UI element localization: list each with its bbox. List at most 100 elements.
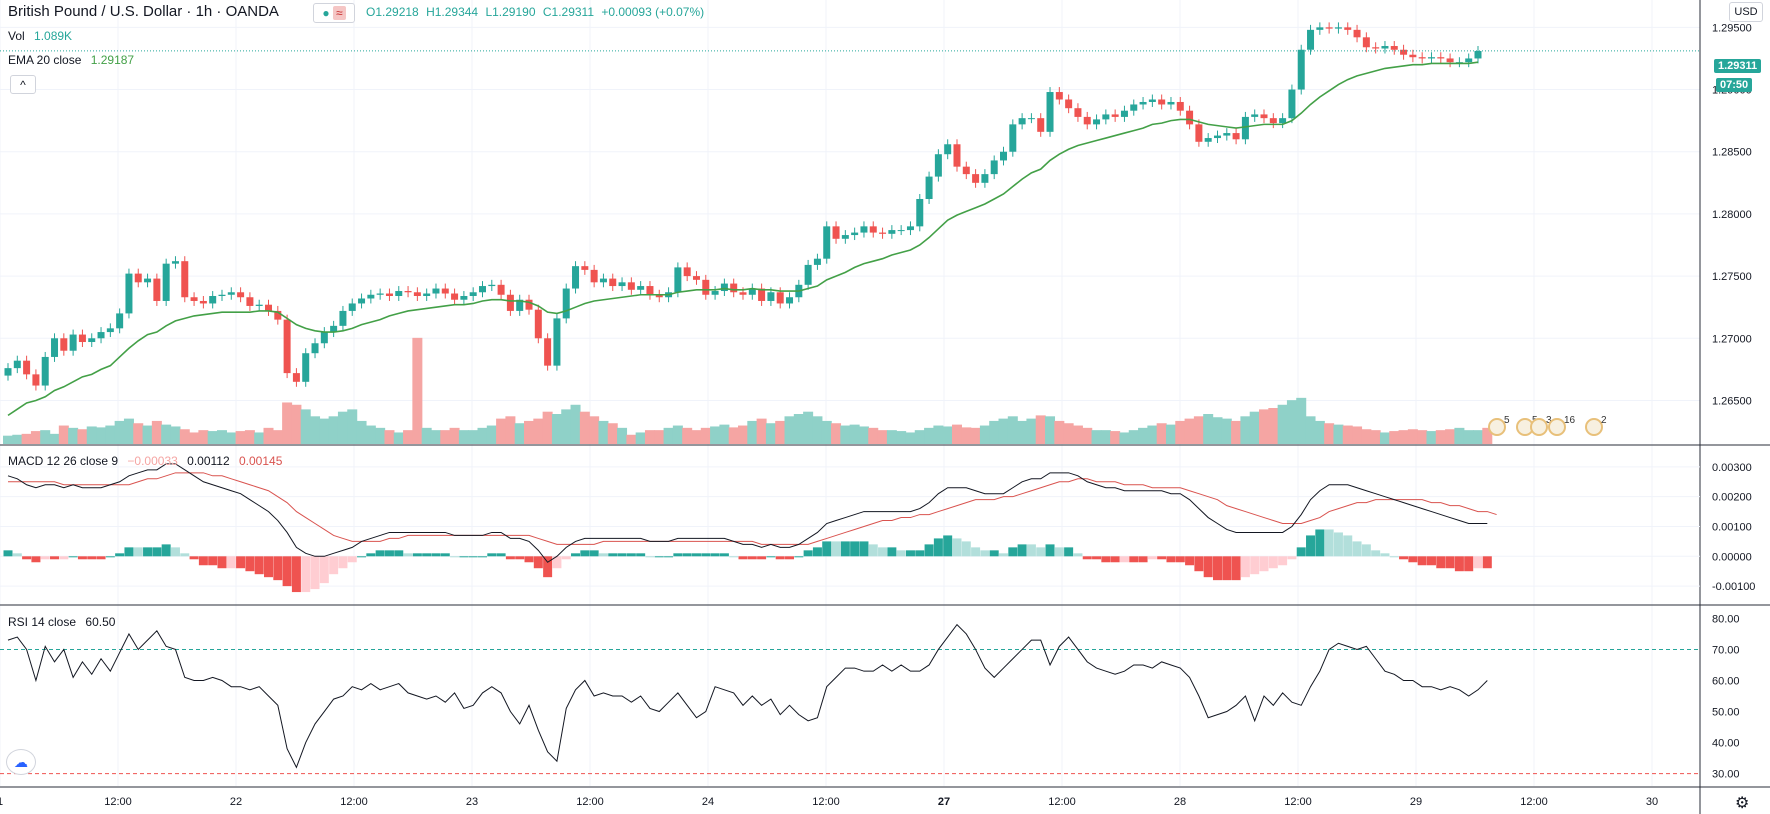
- x-tick-label: 24: [702, 796, 714, 808]
- candle-body: [1083, 116, 1091, 125]
- volume-bar: [1259, 409, 1270, 444]
- ema-legend[interactable]: EMA 20 close 1.29187: [8, 53, 140, 67]
- volume-bar: [86, 426, 97, 444]
- tradingview-logo-button[interactable]: ☁: [6, 749, 36, 775]
- macd-histogram-bar: [3, 550, 13, 557]
- candle-body: [720, 283, 728, 292]
- candle-body: [1325, 27, 1333, 29]
- macd-histogram-bar: [50, 556, 60, 560]
- macd-histogram-bar: [552, 556, 562, 569]
- countdown-label: 07:50: [1716, 78, 1753, 92]
- macd-histogram-bar: [412, 553, 422, 557]
- volume-bar: [1277, 404, 1288, 444]
- volume-legend[interactable]: Vol 1.089K: [8, 29, 78, 43]
- candle-body: [116, 313, 124, 329]
- candle-body: [832, 226, 840, 239]
- volume-bar: [1333, 424, 1344, 444]
- candle-body: [516, 299, 524, 311]
- x-tick-label: 1: [0, 796, 3, 808]
- macd-histogram-bar: [1250, 556, 1260, 575]
- candle-body: [395, 291, 403, 296]
- macd-histogram-bar: [291, 556, 301, 593]
- macd-histogram-bar: [766, 556, 776, 558]
- macd-histogram-bar: [905, 550, 915, 557]
- volume-bar: [989, 420, 1000, 444]
- us-flag-icon[interactable]: 16: [1548, 415, 1575, 436]
- macd-histogram-bar: [1399, 556, 1409, 560]
- macd-legend[interactable]: MACD 12 26 close 9 −0.00033 0.00112 0.00…: [8, 454, 288, 468]
- collapse-legend-button[interactable]: ^: [10, 75, 36, 94]
- volume-bar: [328, 416, 339, 444]
- x-tick-label: 29: [1410, 796, 1422, 808]
- macd-histogram-bar: [505, 556, 515, 560]
- candle-body: [990, 160, 998, 175]
- volume-bar: [765, 423, 776, 444]
- macd-histogram-bar: [608, 553, 618, 557]
- x-tick-label: 23: [466, 796, 478, 808]
- macd-histogram-bar: [1473, 556, 1483, 569]
- rsi-value: 60.50: [85, 615, 116, 629]
- volume-bar: [1305, 416, 1316, 444]
- ema-label: EMA 20 close: [8, 53, 82, 67]
- high-value: H1.29344: [426, 5, 479, 19]
- x-tick-label: 12:00: [1284, 796, 1312, 808]
- price-tick-label: 1.27500: [1712, 271, 1752, 283]
- candle-body: [1018, 118, 1026, 125]
- rsi-legend[interactable]: RSI 14 close 60.50: [8, 615, 121, 629]
- candle-body: [1474, 50, 1482, 59]
- macd-histogram-bar: [310, 556, 320, 590]
- candle-body: [730, 283, 738, 293]
- volume-bar: [1370, 430, 1381, 444]
- candle-body: [237, 292, 245, 298]
- candle-body: [553, 318, 561, 366]
- candle-body: [572, 266, 580, 289]
- candle-body: [1055, 92, 1063, 100]
- candle-body: [460, 296, 468, 300]
- macd-histogram-bar: [301, 556, 311, 593]
- macd-histogram-bar: [785, 556, 795, 560]
- volume-bar: [1231, 420, 1242, 444]
- volume-bar: [384, 430, 395, 444]
- current-price-label: 1.29311: [1714, 59, 1762, 73]
- macd-histogram-bar: [1101, 556, 1111, 563]
- volume-bar: [1296, 397, 1307, 444]
- candle-body: [1213, 135, 1221, 139]
- macd-histogram-bar: [636, 553, 646, 557]
- volume-bar: [1240, 416, 1251, 444]
- volume-bar: [1212, 417, 1223, 444]
- us-flag-icon[interactable]: 3: [1530, 415, 1552, 436]
- volume-bar: [1054, 420, 1065, 444]
- volume-bar: [170, 426, 181, 444]
- currency-button[interactable]: USD: [1729, 2, 1763, 22]
- macd-tick-label: 0.00200: [1712, 492, 1752, 504]
- volume-bar: [831, 423, 842, 444]
- rsi-tick-label: 40.00: [1712, 738, 1740, 750]
- candle-body: [1269, 118, 1277, 124]
- volume-bar: [272, 430, 283, 444]
- macd-histogram-bar: [152, 547, 162, 557]
- candle-body: [1353, 29, 1361, 38]
- gear-icon[interactable]: ⚙: [1735, 795, 1750, 812]
- uk-flag-icon[interactable]: 5: [1488, 415, 1510, 436]
- volume-bar: [812, 416, 823, 444]
- macd-histogram-bar: [1073, 553, 1083, 557]
- us-flag-icon[interactable]: 2: [1585, 415, 1607, 436]
- volume-bar: [12, 434, 23, 444]
- macd-histogram-bar: [1212, 556, 1222, 581]
- macd-histogram-bar: [236, 556, 246, 569]
- macd-histogram-bar: [143, 547, 153, 557]
- volume-bar: [1389, 431, 1400, 444]
- candle-body: [367, 294, 375, 299]
- macd-histogram-bar: [496, 553, 506, 557]
- x-tick-label: 12:00: [1048, 796, 1076, 808]
- macd-histogram-bar: [1324, 529, 1334, 557]
- macd-histogram-bar: [868, 544, 878, 557]
- candle-body: [292, 373, 300, 382]
- volume-bar: [886, 430, 897, 444]
- macd-histogram-bar: [1259, 556, 1269, 572]
- macd-histogram-bar: [115, 553, 125, 557]
- macd-histogram-bar: [747, 556, 757, 560]
- market-status-button[interactable]: ● ≈: [313, 3, 355, 23]
- macd-histogram-bar: [654, 556, 664, 558]
